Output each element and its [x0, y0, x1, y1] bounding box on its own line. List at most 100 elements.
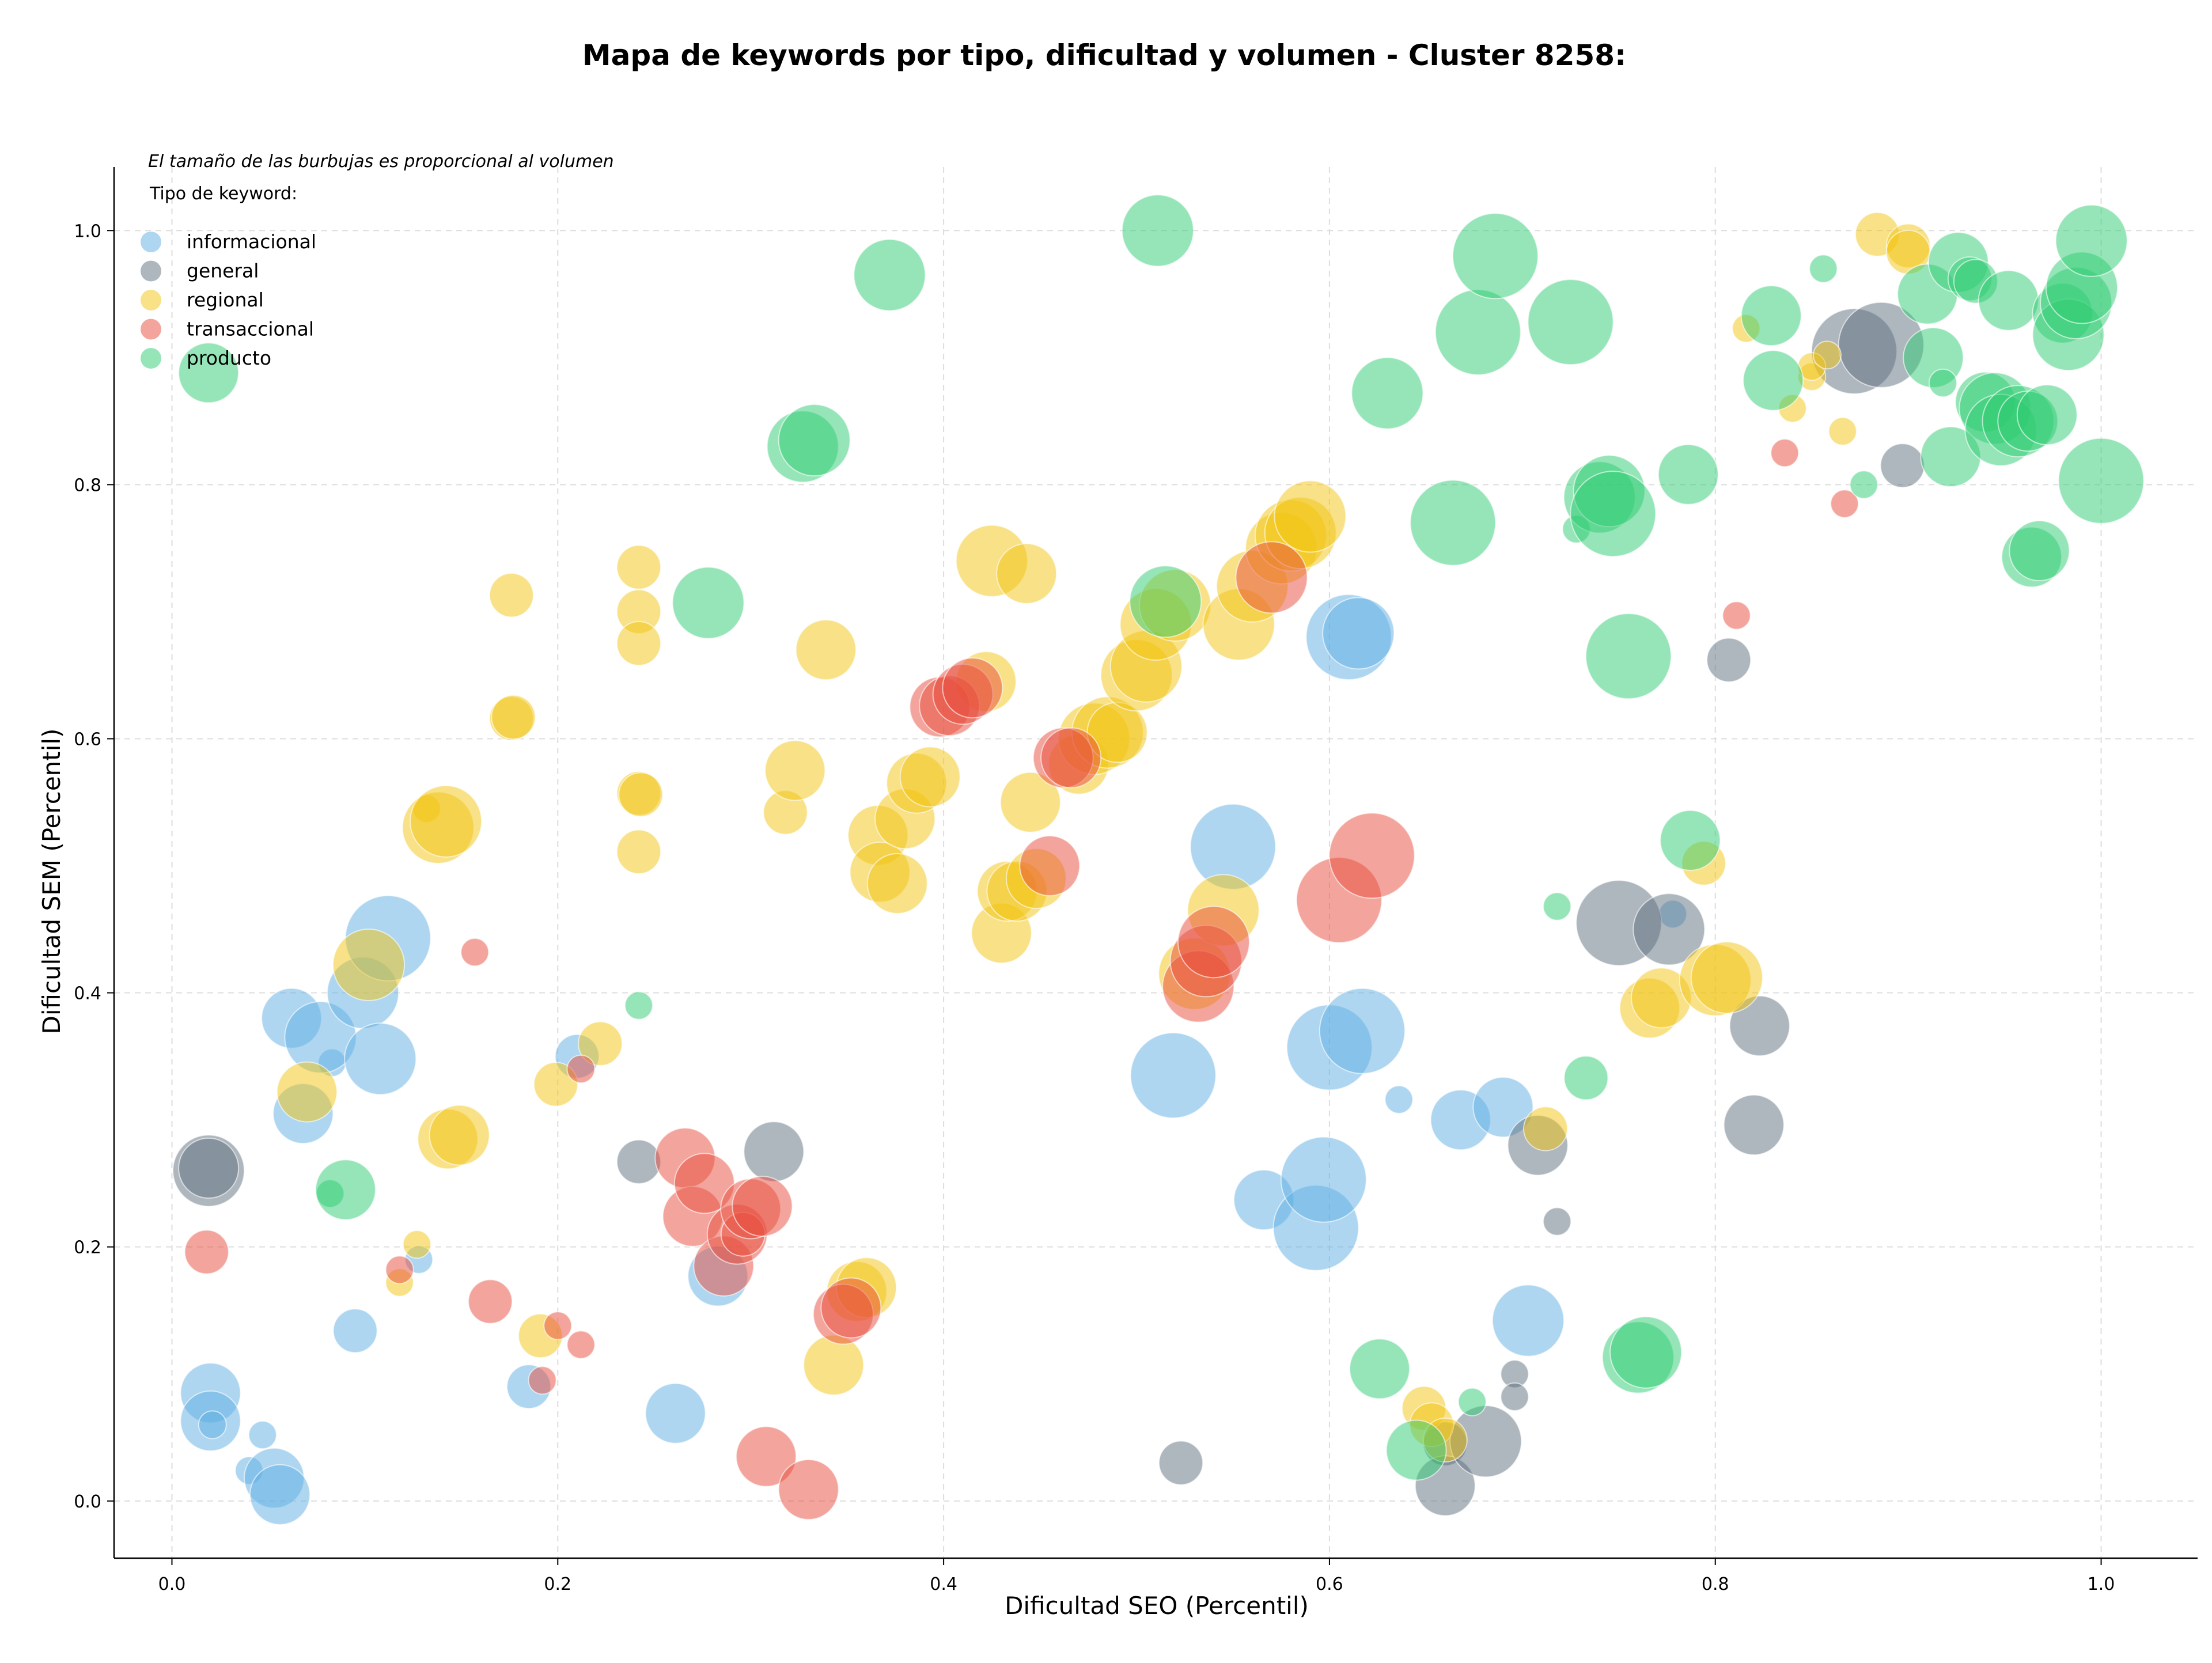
- data-point: [566, 1054, 596, 1084]
- data-point: [344, 1022, 417, 1096]
- data-point: [2058, 437, 2145, 524]
- data-point: [1657, 444, 1719, 505]
- data-point: [616, 829, 661, 874]
- data-point: [402, 1230, 431, 1259]
- data-point: [332, 1308, 378, 1354]
- x-tick-label: 1.0: [2088, 1574, 2115, 1594]
- data-point: [1812, 340, 1842, 370]
- data-point: [429, 1104, 490, 1166]
- data-point: [1349, 1338, 1410, 1400]
- data-point: [543, 1311, 573, 1340]
- data-point: [778, 1459, 839, 1520]
- data-point: [1434, 289, 1521, 376]
- legend-label: informacional: [187, 230, 316, 253]
- bubble-size-note: El tamaño de las burbujas es proporciona…: [148, 151, 614, 172]
- data-point: [1928, 368, 1957, 397]
- data-point: [566, 1330, 596, 1359]
- data-point: [1019, 835, 1081, 897]
- data-point: [385, 1255, 414, 1285]
- data-point: [795, 619, 857, 681]
- data-point: [184, 1229, 229, 1275]
- data-point: [1809, 254, 1838, 283]
- data-point: [1527, 279, 1614, 366]
- data-point: [468, 1279, 513, 1324]
- y-tick-label: 0.2: [74, 1238, 101, 1258]
- legend-title: Tipo de keyword:: [149, 184, 297, 204]
- data-point: [1322, 597, 1395, 670]
- legend-label: producto: [187, 347, 271, 369]
- data-point: [1770, 438, 1800, 468]
- chart-title: Mapa de keywords por tipo, dificultad y …: [582, 39, 1626, 72]
- data-point: [616, 544, 661, 590]
- data-point: [1978, 270, 2039, 331]
- data-point: [1410, 479, 1497, 566]
- data-point: [803, 1334, 865, 1396]
- data-point: [1830, 489, 1859, 518]
- data-point: [743, 1121, 805, 1183]
- legend-marker: [141, 260, 161, 282]
- data-point: [1743, 350, 1804, 411]
- data-point: [1722, 601, 1751, 630]
- data-point: [618, 772, 664, 817]
- data-point: [616, 1139, 661, 1184]
- data-point: [1121, 194, 1194, 267]
- data-point: [1384, 1085, 1414, 1114]
- legend-label: general: [187, 260, 259, 282]
- x-tick-label: 0.0: [158, 1574, 186, 1594]
- data-point: [332, 929, 406, 1002]
- data-point: [1280, 1136, 1367, 1223]
- data-point: [1158, 1440, 1204, 1486]
- data-point: [1328, 812, 1415, 899]
- data-point: [2055, 204, 2128, 277]
- data-point: [460, 937, 490, 967]
- data-point: [1740, 285, 1802, 347]
- data-point: [899, 746, 961, 808]
- data-point: [999, 771, 1061, 833]
- y-tick-label: 0.4: [74, 984, 101, 1004]
- data-point: [820, 1277, 882, 1339]
- legend-label: regional: [187, 289, 264, 311]
- data-point: [942, 657, 1003, 719]
- data-point: [645, 1382, 706, 1444]
- y-tick-label: 1.0: [74, 221, 101, 241]
- data-point: [1723, 1094, 1785, 1156]
- data-point: [1385, 1419, 1447, 1481]
- data-point: [410, 785, 483, 858]
- axes: 0.0 0.2 0.4 0.6 0.8 1.0 0.0 0.2 0.4 0.6 0.8 1.0: [74, 167, 2198, 1594]
- data-point: [764, 740, 826, 801]
- data-point: [732, 1176, 793, 1237]
- x-tick-label: 0.8: [1702, 1574, 1729, 1594]
- data-point: [1563, 1055, 1609, 1101]
- data-point: [577, 1021, 623, 1066]
- data-point: [198, 1410, 227, 1440]
- bubbles: [172, 194, 2145, 1525]
- y-tick-label: 0.6: [74, 729, 101, 749]
- data-point: [778, 404, 851, 477]
- data-point: [1690, 941, 1763, 1014]
- data-point: [1523, 1106, 1569, 1151]
- data-point: [1660, 809, 1721, 871]
- legend-marker: [141, 348, 161, 369]
- data-point: [1235, 541, 1308, 614]
- data-point: [276, 1061, 338, 1123]
- data-point: [1319, 987, 1406, 1074]
- data-point: [624, 991, 653, 1020]
- data-point: [2009, 520, 2070, 582]
- data-point: [1351, 357, 1424, 430]
- data-point: [1706, 637, 1752, 683]
- data-point: [1177, 906, 1250, 979]
- data-point: [533, 1062, 578, 1107]
- data-point: [1585, 613, 1672, 700]
- data-point: [528, 1366, 557, 1395]
- data-point: [248, 1420, 277, 1450]
- x-tick-label: 0.4: [930, 1574, 957, 1594]
- legend-marker: [141, 232, 161, 252]
- data-point: [1040, 727, 1102, 789]
- data-point: [1543, 1207, 1572, 1236]
- data-point: [1880, 443, 1925, 488]
- data-point: [1500, 1382, 1529, 1411]
- data-point: [1543, 892, 1572, 921]
- data-point: [1633, 893, 1706, 966]
- legend-marker: [141, 290, 161, 310]
